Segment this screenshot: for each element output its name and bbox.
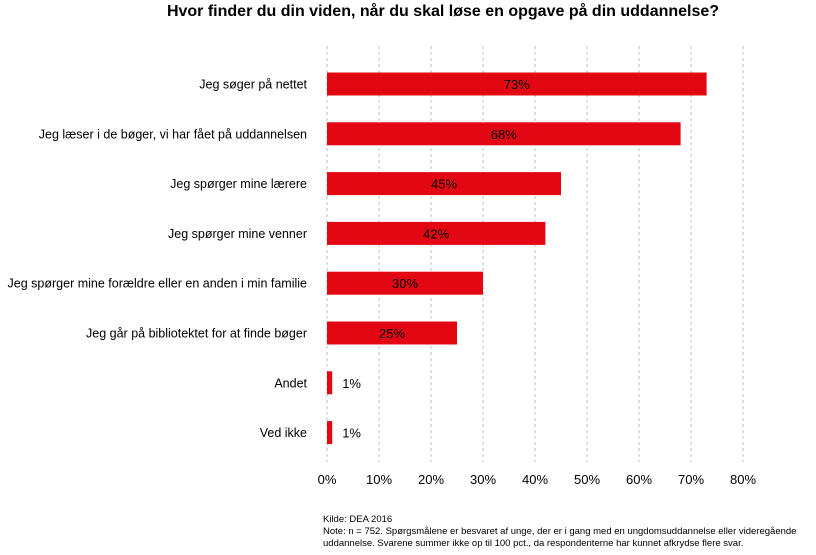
category-labels: Jeg søger på nettet Jeg læser i de bøger,… (8, 78, 308, 441)
footer: Kilde: DEA 2016 Note: n = 752. Spørgsmål… (323, 514, 813, 550)
x-tick-label: 80% (730, 472, 756, 487)
bar (327, 221, 546, 245)
x-tick-label: 0% (318, 472, 337, 487)
x-tick-label: 10% (366, 472, 392, 487)
source-note: Kilde: DEA 2016 (323, 514, 393, 525)
data-label: 45% (431, 177, 457, 192)
category-label: Jeg går på bibliotektet for at finde bøg… (86, 327, 307, 341)
bar (327, 271, 483, 295)
data-label: 1% (342, 376, 361, 391)
category-label: Jeg spørger mine lærere (170, 177, 307, 191)
x-tick-label: 50% (574, 472, 600, 487)
data-label: 73% (504, 77, 530, 92)
methodology-note: Note: n = 752. Spørgsmålene er besvaret … (323, 526, 797, 549)
x-tick-label: 40% (522, 472, 548, 487)
category-label: Jeg spørger mine forældre eller en anden… (8, 277, 307, 291)
bar (327, 321, 457, 345)
x-tick-label: 30% (470, 472, 496, 487)
bar-chart: 73% 68% 45% 42% 30% 25% 1% 1% Jeg søger på nett… (8, 46, 757, 487)
bar (327, 122, 681, 146)
bar (327, 421, 333, 445)
x-tick-label: 20% (418, 472, 444, 487)
category-label: Jeg læser i de bøger, vi har fået på udd… (39, 127, 307, 141)
x-axis-ticks: 0% 10% 20% 30% 40% 50% 60% 70% 80% (318, 472, 757, 487)
x-tick-label: 70% (678, 472, 704, 487)
category-label: Jeg søger på nettet (199, 78, 307, 92)
data-label: 68% (491, 127, 517, 142)
bar (327, 72, 707, 96)
category-label: Jeg spørger mine venner (168, 227, 307, 241)
bars: 73% 68% 45% 42% 30% 25% 1% 1% (327, 72, 707, 445)
data-label: 25% (379, 326, 405, 341)
bar (327, 172, 561, 196)
data-label: 42% (423, 226, 449, 241)
data-label: 1% (342, 426, 361, 441)
chart-title: Hvor finder du din viden, når du skal lø… (166, 3, 720, 20)
grid-lines (326, 46, 744, 462)
bar (327, 371, 333, 395)
x-tick-label: 60% (626, 472, 652, 487)
data-label: 30% (392, 276, 418, 291)
category-label: Andet (274, 376, 307, 390)
category-label: Ved ikke (260, 426, 307, 440)
